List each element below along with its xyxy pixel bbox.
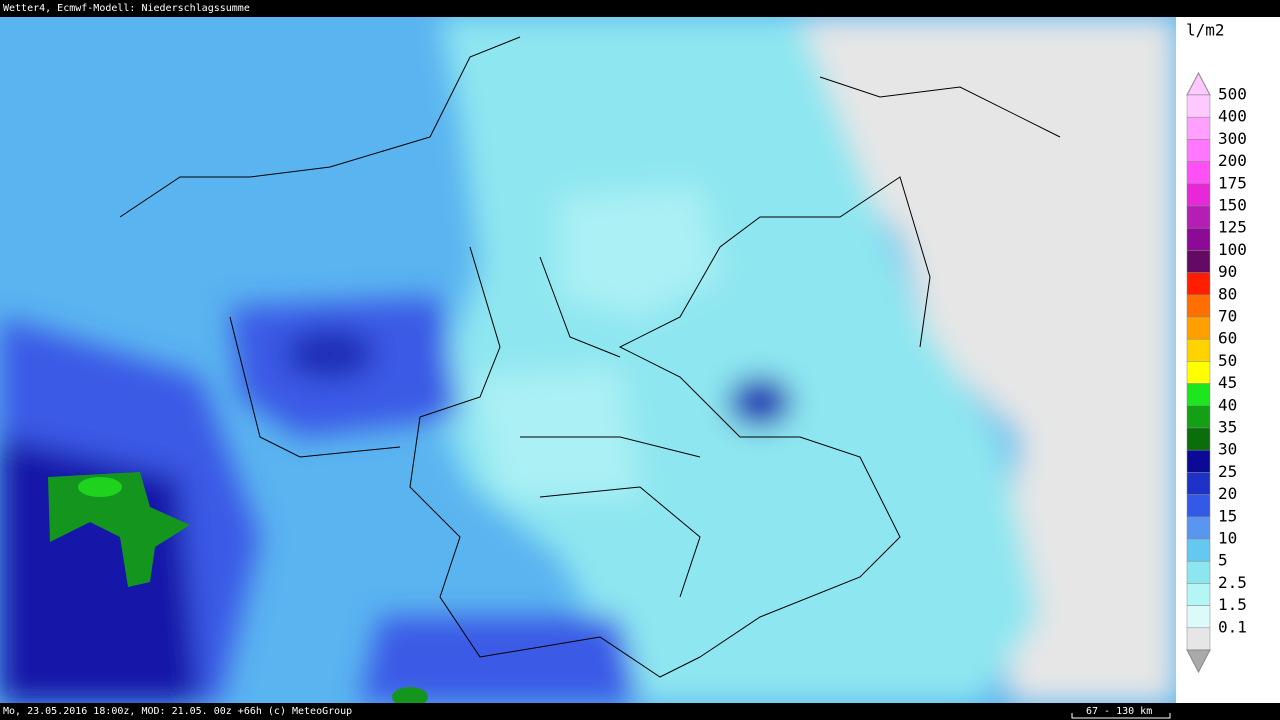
- run-info: Mo, 23.05.2016 18:00z, MOD: 21.05. 00z +…: [3, 706, 353, 717]
- legend-swatch: [1186, 627, 1211, 651]
- moderate-area: [360, 617, 640, 703]
- legend-swatch: [1186, 516, 1211, 540]
- coastline: [119, 36, 521, 218]
- legend-label: 90: [1218, 262, 1237, 281]
- scale-bar: [1071, 713, 1171, 719]
- legend-label: 35: [1218, 418, 1237, 437]
- legend-label: 175: [1218, 173, 1247, 192]
- lighter-area: [470, 367, 640, 497]
- country-border: [618, 176, 931, 658]
- legend-label: 80: [1218, 284, 1237, 303]
- legend-swatch: [1186, 272, 1211, 296]
- map-title: Wetter4, Ecmwf-Modell: Niederschlagssumm…: [3, 3, 250, 14]
- legend-label: 100: [1218, 240, 1247, 259]
- light-area: [430, 17, 1040, 703]
- legend-label: 0.1: [1218, 617, 1247, 636]
- legend-label: 45: [1218, 373, 1237, 392]
- lighter-area: [560, 187, 720, 317]
- legend-label: 150: [1218, 196, 1247, 215]
- dry-area: [780, 17, 1176, 703]
- legend-arrow-bottom: [1186, 649, 1211, 674]
- legend-label: 25: [1218, 462, 1237, 481]
- fields: [0, 17, 1176, 703]
- legend-swatch: [1186, 605, 1211, 629]
- legend: l/m2 500 400 300 200 175 150 125 100 90 80 70 60 50 4…: [1186, 21, 1247, 674]
- country-border: [229, 76, 1061, 458]
- legend-swatch: [1186, 250, 1211, 273]
- legend-swatch: [1186, 183, 1211, 207]
- legend-swatch: [1186, 405, 1211, 429]
- very-heavy-area: [48, 472, 190, 587]
- legend-label: 500: [1218, 85, 1247, 104]
- status-bar: Mo, 23.05.2016 18:00z, MOD: 21.05. 00z +…: [0, 703, 1280, 720]
- heavy-area: [728, 377, 792, 427]
- legend-swatch: [1186, 494, 1211, 518]
- legend-label: 2.5: [1218, 573, 1247, 592]
- legend-label: 50: [1218, 351, 1237, 370]
- legend-swatch: [1186, 472, 1211, 495]
- legend-swatch: [1186, 161, 1211, 185]
- borders: [119, 36, 1061, 678]
- legend-label: 20: [1218, 484, 1237, 503]
- legend-swatch: [1186, 560, 1211, 584]
- heavy-area: [285, 329, 375, 379]
- legend-label: 10: [1218, 529, 1237, 548]
- legend-swatch: [1186, 316, 1211, 340]
- legend-swatch: [1186, 94, 1211, 118]
- legend-swatch: [1186, 338, 1211, 362]
- legend-swatch: [1186, 427, 1211, 451]
- legend-label: 60: [1218, 329, 1237, 348]
- legend-swatch: [1186, 383, 1211, 407]
- precipitation-map: [0, 17, 1176, 703]
- legend-label: 30: [1218, 440, 1237, 459]
- legend-label: 40: [1218, 395, 1237, 414]
- very-heavy-area: [392, 687, 428, 703]
- title-bar: Wetter4, Ecmwf-Modell: Niederschlagssumm…: [0, 0, 1280, 17]
- legend-swatch: [1186, 227, 1211, 251]
- legend-label: 200: [1218, 151, 1247, 170]
- legend-swatch: [1186, 116, 1211, 140]
- legend-swatch: [1186, 294, 1211, 318]
- legend-unit: l/m2: [1186, 21, 1225, 40]
- legend-swatch: [1186, 361, 1211, 384]
- legend-label: 300: [1218, 129, 1247, 148]
- legend-swatch: [1186, 538, 1211, 562]
- state-border: [520, 256, 701, 598]
- country-border: [409, 246, 701, 678]
- legend-label: 15: [1218, 506, 1237, 525]
- legend-label: 400: [1218, 107, 1247, 126]
- legend-arrow-top: [1186, 71, 1211, 96]
- legend-label: 5: [1218, 551, 1228, 570]
- legend-label: 125: [1218, 218, 1247, 237]
- legend-swatch: [1186, 139, 1211, 162]
- legend-swatch: [1186, 449, 1211, 473]
- legend-swatch: [1186, 205, 1211, 229]
- scale-label: 67 - 130 km: [1086, 706, 1153, 717]
- legend-label: 1.5: [1218, 595, 1247, 614]
- legend-label: 70: [1218, 307, 1237, 326]
- legend-swatch: [1186, 583, 1211, 606]
- very-heavy-core: [78, 477, 122, 497]
